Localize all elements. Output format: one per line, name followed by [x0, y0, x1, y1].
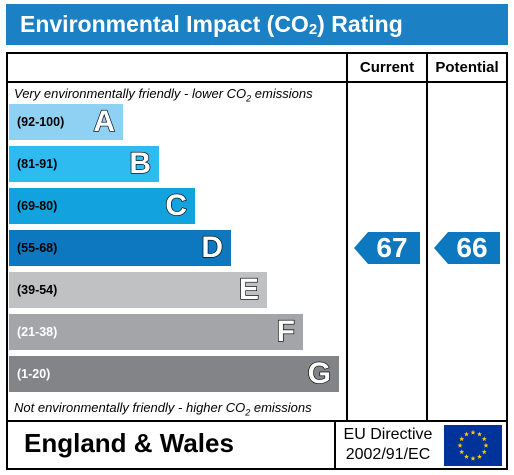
top-note-subscript: 2 [246, 93, 252, 104]
current-column-header: Current [359, 59, 415, 76]
potential-rating-arrow: 66 [434, 232, 500, 264]
band-letter: A [93, 105, 116, 138]
rating-value: 66 [456, 232, 488, 263]
potential-column-header: Potential [435, 59, 499, 76]
header-divider [6, 81, 508, 83]
band-range-label: (21-38) [17, 325, 58, 339]
eu-flag-icon [444, 425, 502, 466]
top-note-suffix: emissions [251, 86, 313, 101]
footer-divider [334, 422, 336, 468]
bottom-note-subscript: 2 [245, 407, 251, 418]
title-suffix: ) Rating [317, 11, 403, 37]
column-divider-potential [426, 52, 428, 422]
band-b: (81-91) B [9, 146, 159, 182]
chart-title: Environmental Impact (CO 2) Rating [6, 4, 508, 45]
directive-line-1: EU Directive [343, 426, 433, 443]
bottom-note: Not environmentally friendly - higher CO… [14, 400, 312, 418]
band-g: (1-20) G [9, 356, 339, 392]
band-letter: G [307, 357, 332, 390]
column-divider-current [346, 52, 348, 422]
band-letter: E [238, 273, 259, 306]
band-letter: C [165, 189, 188, 222]
band-range-label: (69-80) [17, 199, 58, 213]
band-letter: D [201, 231, 224, 264]
title-prefix: Environmental Impact (CO [20, 11, 309, 37]
band-e: (39-54) E [9, 272, 267, 308]
title-subscript: 2 [308, 21, 318, 38]
footer: England & Wales EU Directive 2002/91/EC [6, 422, 508, 470]
band-range-label: (55-68) [17, 241, 58, 255]
band-f: (21-38) F [9, 314, 303, 350]
band-range-label: (39-54) [17, 283, 58, 297]
bottom-note-prefix: Not environmentally friendly - higher CO [14, 400, 246, 415]
rating-value: 67 [376, 232, 408, 263]
band-letter: B [129, 147, 152, 180]
band-c: (69-80) C [9, 188, 195, 224]
directive-line-2: 2002/91/EC [345, 446, 431, 463]
top-note: Very environmentally friendly - lower CO… [14, 86, 313, 104]
band-range-label: (81-91) [17, 157, 58, 171]
directive-label: EU Directive 2002/91/EC [338, 425, 438, 465]
rating-frame [6, 52, 508, 422]
band-a: (92-100) A [9, 104, 123, 140]
bottom-note-suffix: emissions [250, 400, 312, 415]
band-range-label: (92-100) [17, 115, 65, 129]
band-d: (55-68) D [9, 230, 231, 266]
top-note-prefix: Very environmentally friendly - lower CO [14, 86, 247, 101]
current-rating-arrow: 67 [354, 232, 420, 264]
band-range-label: (1-20) [17, 367, 51, 381]
band-letter: F [276, 315, 296, 348]
region-label: England & Wales [24, 428, 234, 458]
